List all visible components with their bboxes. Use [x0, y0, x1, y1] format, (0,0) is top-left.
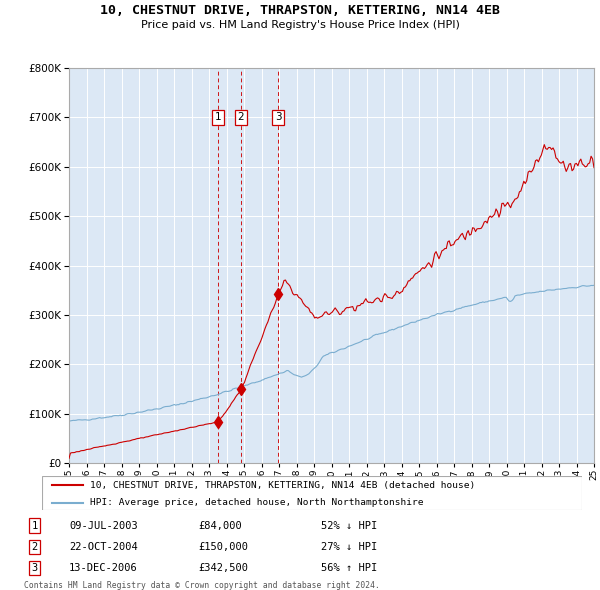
Text: 1: 1 — [215, 112, 221, 122]
Text: 1: 1 — [32, 521, 38, 530]
Text: £342,500: £342,500 — [198, 563, 248, 573]
Text: HPI: Average price, detached house, North Northamptonshire: HPI: Average price, detached house, Nort… — [89, 499, 423, 507]
Text: 10, CHESTNUT DRIVE, THRAPSTON, KETTERING, NN14 4EB (detached house): 10, CHESTNUT DRIVE, THRAPSTON, KETTERING… — [89, 481, 475, 490]
Text: 52% ↓ HPI: 52% ↓ HPI — [321, 521, 377, 530]
Text: £150,000: £150,000 — [198, 542, 248, 552]
Text: Contains HM Land Registry data © Crown copyright and database right 2024.: Contains HM Land Registry data © Crown c… — [24, 581, 380, 590]
Text: 2: 2 — [32, 542, 38, 552]
Text: 13-DEC-2006: 13-DEC-2006 — [69, 563, 138, 573]
Text: 2: 2 — [238, 112, 244, 122]
Text: Price paid vs. HM Land Registry's House Price Index (HPI): Price paid vs. HM Land Registry's House … — [140, 20, 460, 30]
Text: 3: 3 — [275, 112, 281, 122]
Text: 3: 3 — [32, 563, 38, 573]
FancyBboxPatch shape — [42, 476, 582, 510]
Text: £84,000: £84,000 — [198, 521, 242, 530]
Text: 27% ↓ HPI: 27% ↓ HPI — [321, 542, 377, 552]
Text: 09-JUL-2003: 09-JUL-2003 — [69, 521, 138, 530]
Text: 10, CHESTNUT DRIVE, THRAPSTON, KETTERING, NN14 4EB: 10, CHESTNUT DRIVE, THRAPSTON, KETTERING… — [100, 4, 500, 17]
Text: 22-OCT-2004: 22-OCT-2004 — [69, 542, 138, 552]
Text: 56% ↑ HPI: 56% ↑ HPI — [321, 563, 377, 573]
